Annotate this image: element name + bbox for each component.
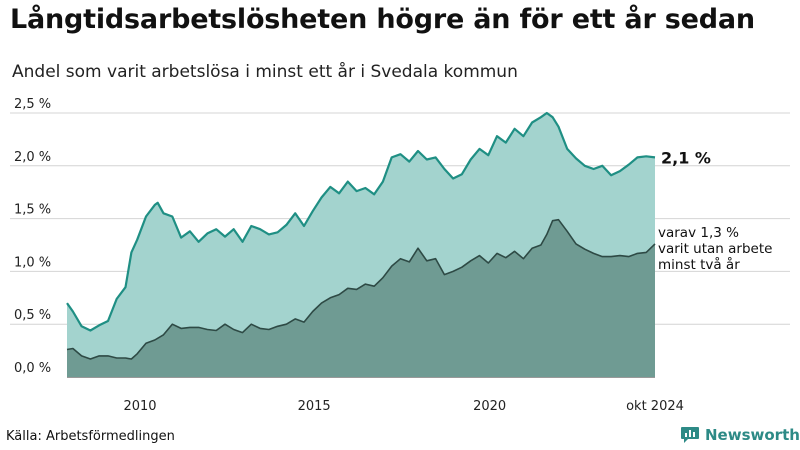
chart-title: Långtidsarbetslösheten högre än för ett … [10,4,755,35]
total-end-label: 2,1 % [661,148,711,167]
area-chart: 0,0 %0,5 %1,0 %1,5 %2,0 %2,5 % 2010 2015 2… [10,97,790,414]
long-end-label: varav 1,3 % [658,225,739,241]
y-tick-label: 1,5 % [14,203,51,218]
x-tick-label: 2015 [298,399,331,414]
y-axis-ticks: 0,0 % 0,5 % 1,0 % 1,5 % 2,0 % 2,5 % [14,97,51,376]
x-tick-label: 2010 [123,399,156,414]
series-area-long [67,219,655,377]
y-tick-label: 0,5 % [14,308,51,323]
series-line-total [66,111,656,332]
newsworthy-icon [681,427,699,443]
brand-logo: Newsworthy [680,426,800,444]
y-tick-label: 2,0 % [14,150,51,165]
source-note: Källa: Arbetsförmedlingen [6,429,175,444]
brand-name: Newsworthy [705,426,800,444]
long-end-label: minst två år [658,256,740,273]
series-areas [66,111,656,377]
x-tick-label: 2020 [473,399,506,414]
series-line-long [66,218,656,360]
chart-subtitle: Andel som varit arbetslösa i minst ett å… [12,62,518,82]
y-tick-label: 1,0 % [14,255,51,270]
y-tick-label: 2,5 % [14,97,51,112]
long-end-label: varit utan arbete [658,241,772,257]
y-tick-label: 0,0 % [14,361,51,376]
x-tick-label: okt 2024 [626,399,684,414]
x-axis-ticks: 2010 2015 2020 okt 2024 [123,399,683,414]
